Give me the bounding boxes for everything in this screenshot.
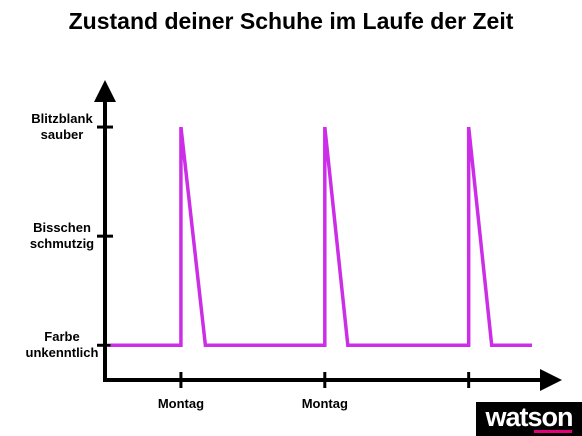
x-tick-label: Montag bbox=[157, 396, 205, 411]
y-tick-label: Blitzblank sauber bbox=[31, 111, 93, 143]
y-tick-label: Bisschen schmutzig bbox=[29, 220, 95, 252]
x-tick-label: Montag bbox=[301, 396, 348, 411]
chart-title: Zustand deiner Schuhe im Laufe der Zeit bbox=[68, 8, 514, 34]
logo: watson bbox=[476, 402, 582, 436]
y-arrow bbox=[94, 80, 116, 102]
x-arrow bbox=[540, 369, 562, 391]
y-tick-label: Farbe unkenntlich bbox=[25, 329, 99, 361]
series-line bbox=[110, 126, 532, 348]
